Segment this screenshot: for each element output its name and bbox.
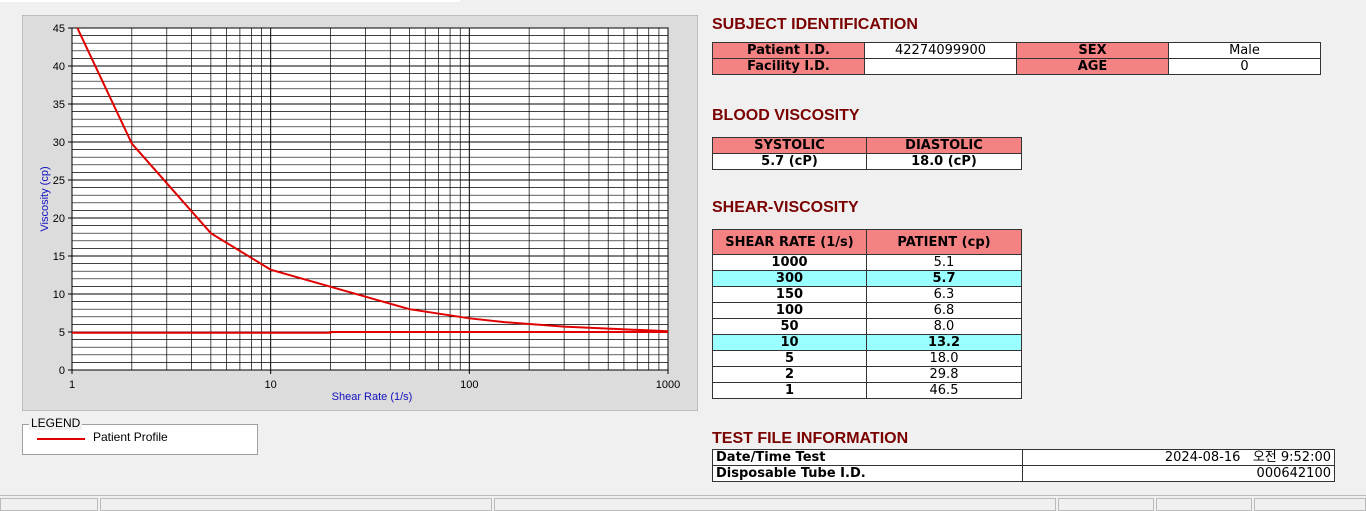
table-cell: 150 (712, 286, 867, 303)
table-cell: 13.2 (866, 334, 1022, 351)
table-cell: 29.8 (866, 366, 1022, 383)
table-cell: 50 (712, 318, 867, 335)
table-cell: 1 (712, 382, 867, 399)
table-row: 150 6.3 (712, 286, 1022, 303)
table-cell: 6.3 (866, 286, 1022, 303)
table-header-cell: AGE (1016, 58, 1169, 75)
table-cell: 2 (712, 366, 867, 383)
test-file-table: Date/Time Test 2024-08-16 오전 9:52:00 Dispo… (712, 449, 1335, 482)
table-cell: 46.5 (866, 382, 1022, 399)
y-tick-label: 40 (53, 61, 65, 73)
table-cell: 42274099900 (864, 42, 1017, 59)
table-cell: 5.7 (866, 270, 1022, 287)
table-cell: 18.0 (cP) (866, 153, 1022, 170)
table-row: 1000 5.1 (712, 254, 1022, 271)
table-cell: Male (1168, 42, 1321, 59)
table-cell: Disposable Tube I.D. (712, 465, 1023, 482)
blood-table: SYSTOLIC DIASTOLIC 5.7 (cP) 18.0 (cP) (712, 137, 1022, 170)
chart: Shear Rate (1/s) Viscosity (cp) 0 5 10 15 20… (22, 15, 698, 411)
y-tick-label: 5 (59, 327, 65, 339)
table-row: 5.7 (cP) 18.0 (cP) (712, 153, 1022, 170)
table-cell: 100 (712, 302, 867, 319)
table-header-cell: SEX (1016, 42, 1169, 59)
status-pane (494, 498, 1056, 511)
table-row: Facility I.D. AGE 0 (712, 58, 1321, 75)
plot-frame (71, 27, 669, 371)
table-header-cell: DIASTOLIC (866, 137, 1022, 154)
shear-table: SHEAR RATE (1/s) PATIENT (cp) 1000 5.1 300 5.… (712, 229, 1022, 399)
table-header-cell: Facility I.D. (712, 58, 865, 75)
top-strip (0, 0, 460, 2)
status-pane (1254, 498, 1366, 511)
x-axis-label: Shear Rate (1/s) (332, 391, 413, 403)
table-cell (864, 58, 1017, 75)
table-row: 1 46.5 (712, 382, 1022, 399)
status-pane (1156, 498, 1252, 511)
status-pane (1058, 498, 1154, 511)
y-tick-label: 0 (59, 365, 65, 377)
table-cell: 5 (712, 350, 867, 367)
table-cell: 2024-08-16 오전 9:52:00 (1022, 449, 1335, 466)
table-row: 2 29.8 (712, 366, 1022, 383)
table-row: 5 18.0 (712, 350, 1022, 367)
data-line (72, 331, 668, 334)
shear-title: SHEAR-VISCOSITY (712, 199, 859, 216)
table-row: Date/Time Test 2024-08-16 오전 9:52:00 (712, 449, 1335, 466)
table-cell: 5.1 (866, 254, 1022, 271)
y-tick-label: 15 (53, 251, 65, 263)
y-tick-label: 30 (53, 137, 65, 149)
table-cell: 300 (712, 270, 867, 287)
y-tick-label: 45 (53, 23, 65, 35)
status-pane (0, 498, 98, 511)
y-tick-label: 20 (53, 213, 65, 225)
table-cell: Date/Time Test (712, 449, 1023, 466)
x-tick-label: 100 (460, 379, 478, 391)
table-header-cell: SYSTOLIC (712, 137, 867, 154)
table-cell: 8.0 (866, 318, 1022, 335)
table-header-cell: Patient I.D. (712, 42, 865, 59)
table-cell: 10 (712, 334, 867, 351)
table-row: SYSTOLIC DIASTOLIC (712, 137, 1022, 154)
subject-title: SUBJECT IDENTIFICATION (712, 16, 918, 33)
table-cell: 000642100 (1022, 465, 1335, 482)
table-cell: 6.8 (866, 302, 1022, 319)
x-tick-label: 1000 (656, 379, 680, 391)
x-tick-label: 10 (265, 379, 277, 391)
table-row: Disposable Tube I.D. 000642100 (712, 465, 1335, 482)
plot-area (72, 28, 668, 370)
table-row: 10 13.2 (712, 334, 1022, 351)
table-cell: 18.0 (866, 350, 1022, 367)
table-row: SHEAR RATE (1/s) PATIENT (cp) (712, 229, 1022, 255)
y-tick-label: 35 (53, 99, 65, 111)
table-row: 100 6.8 (712, 302, 1022, 319)
table-cell: 0 (1168, 58, 1321, 75)
data-line (76, 28, 668, 333)
y-axis-label: Viscosity (cp) (39, 166, 51, 231)
table-row: 50 8.0 (712, 318, 1022, 335)
blood-title: BLOOD VISCOSITY (712, 107, 860, 124)
subject-table: Patient I.D. 42274099900 SEX Male Facility I… (712, 42, 1321, 75)
test-file-title: TEST FILE INFORMATION (712, 430, 909, 447)
table-row: Patient I.D. 42274099900 SEX Male (712, 42, 1321, 59)
status-bar (0, 495, 1366, 511)
legend: LEGEND Patient Profile (22, 416, 258, 455)
table-row: 300 5.7 (712, 270, 1022, 287)
table-cell: 1000 (712, 254, 867, 271)
x-tick-label: 1 (69, 379, 75, 391)
y-tick-label: 25 (53, 175, 65, 187)
y-tick-label: 10 (53, 289, 65, 301)
table-cell: 5.7 (cP) (712, 153, 867, 170)
legend-label: Patient Profile (93, 430, 168, 444)
table-header-cell: PATIENT (cp) (866, 229, 1022, 255)
legend-swatch (37, 438, 85, 440)
status-pane (100, 498, 492, 511)
legend-title: LEGEND (29, 416, 83, 430)
table-header-cell: SHEAR RATE (1/s) (712, 229, 867, 255)
